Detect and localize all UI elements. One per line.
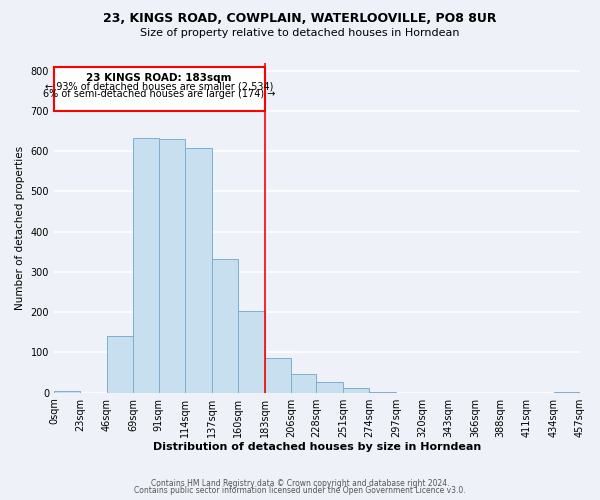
Y-axis label: Number of detached properties: Number of detached properties [15, 146, 25, 310]
Text: Size of property relative to detached houses in Horndean: Size of property relative to detached ho… [140, 28, 460, 38]
Text: Contains HM Land Registry data © Crown copyright and database right 2024.: Contains HM Land Registry data © Crown c… [151, 478, 449, 488]
Bar [54, 390, 80, 392]
Bar [291, 374, 316, 392]
Text: 23, KINGS ROAD, COWPLAIN, WATERLOOVILLE, PO8 8UR: 23, KINGS ROAD, COWPLAIN, WATERLOOVILLE,… [103, 12, 497, 26]
Text: Contains public sector information licensed under the Open Government Licence v3: Contains public sector information licen… [134, 486, 466, 495]
Bar [158, 139, 185, 392]
Bar [238, 312, 265, 392]
Text: 6% of semi-detached houses are larger (174) →: 6% of semi-detached houses are larger (1… [43, 90, 275, 100]
Bar [265, 358, 291, 392]
Bar [212, 259, 238, 392]
FancyBboxPatch shape [54, 66, 265, 111]
X-axis label: Distribution of detached houses by size in Horndean: Distribution of detached houses by size … [153, 442, 481, 452]
Text: ← 93% of detached houses are smaller (2,534): ← 93% of detached houses are smaller (2,… [45, 82, 274, 92]
Bar [185, 148, 212, 392]
Text: 23 KINGS ROAD: 183sqm: 23 KINGS ROAD: 183sqm [86, 72, 232, 83]
Bar [107, 336, 133, 392]
Bar [316, 382, 343, 392]
Bar [133, 138, 158, 392]
Bar [343, 388, 370, 392]
